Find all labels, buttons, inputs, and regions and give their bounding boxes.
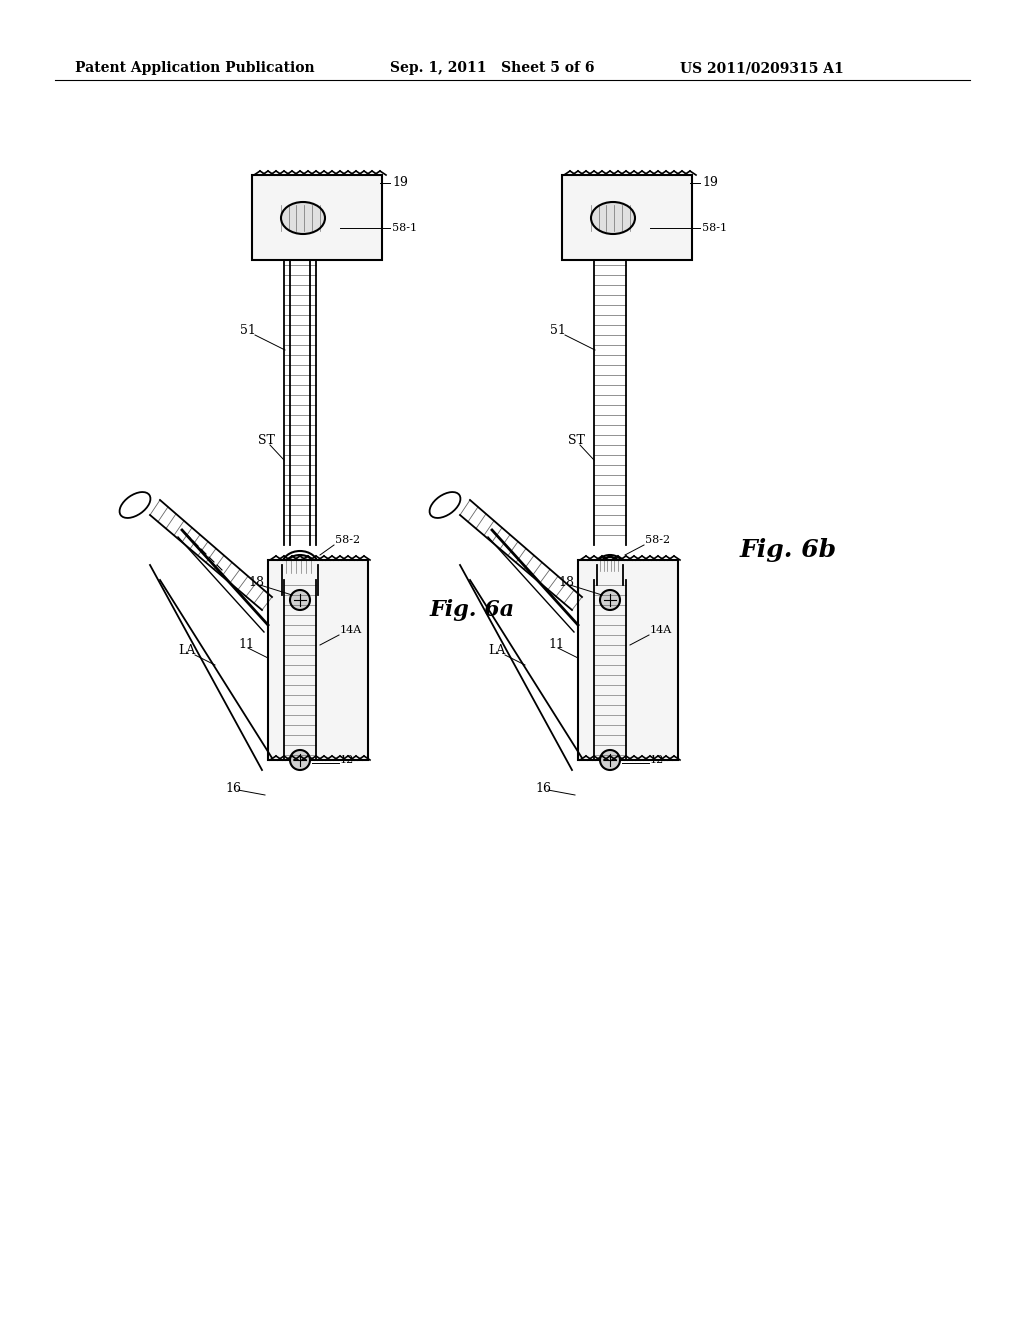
Circle shape [290, 750, 310, 770]
Text: 18: 18 [248, 576, 264, 589]
Text: 51: 51 [240, 323, 256, 337]
Text: 19: 19 [392, 177, 408, 190]
Bar [578, 560, 678, 760]
Text: Fig. 6a: Fig. 6a [430, 599, 515, 620]
Text: 51: 51 [550, 323, 566, 337]
Ellipse shape [286, 554, 314, 576]
Text: 18: 18 [558, 576, 574, 589]
Text: LA: LA [178, 644, 196, 656]
Bar [268, 560, 368, 760]
Text: Patent Application Publication: Patent Application Publication [75, 61, 314, 75]
Text: ST: ST [568, 433, 585, 446]
Text: 12: 12 [650, 755, 665, 766]
Text: LA: LA [488, 644, 505, 656]
Ellipse shape [281, 202, 325, 234]
Text: 14A: 14A [650, 624, 672, 635]
Text: 12: 12 [340, 755, 354, 766]
Text: 11: 11 [238, 639, 254, 652]
Text: 14A: 14A [340, 624, 362, 635]
Text: 19: 19 [702, 177, 718, 190]
Circle shape [600, 590, 620, 610]
Bar [562, 176, 692, 260]
Circle shape [600, 750, 620, 770]
Ellipse shape [600, 557, 620, 573]
Text: 11: 11 [548, 639, 564, 652]
Text: 58-1: 58-1 [702, 223, 727, 234]
Text: Sep. 1, 2011   Sheet 5 of 6: Sep. 1, 2011 Sheet 5 of 6 [390, 61, 595, 75]
Text: 16: 16 [535, 781, 551, 795]
Text: 16: 16 [225, 781, 241, 795]
Text: 58-1: 58-1 [392, 223, 417, 234]
Ellipse shape [591, 202, 635, 234]
Text: US 2011/0209315 A1: US 2011/0209315 A1 [680, 61, 844, 75]
Bar [252, 176, 382, 260]
Text: 58-2: 58-2 [335, 535, 360, 545]
Circle shape [290, 590, 310, 610]
Text: ST: ST [258, 433, 274, 446]
Text: Fig. 6b: Fig. 6b [740, 539, 838, 562]
Text: 58-2: 58-2 [645, 535, 670, 545]
